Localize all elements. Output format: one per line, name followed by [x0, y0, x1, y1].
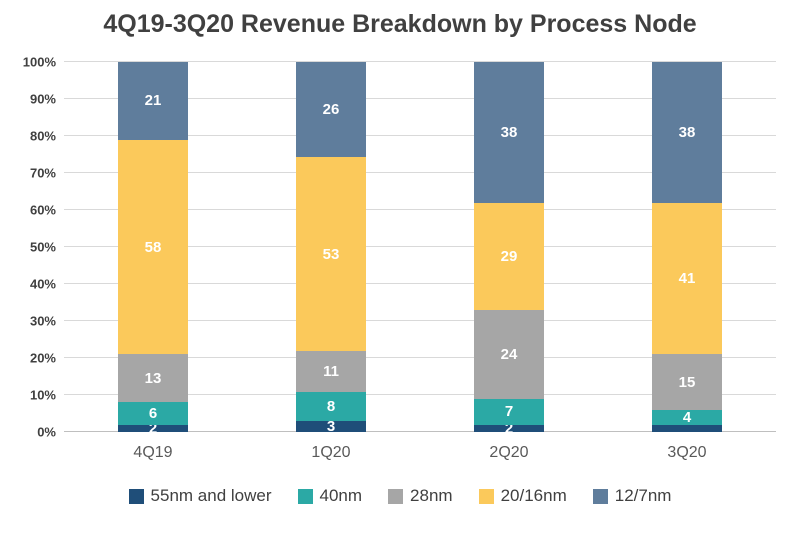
bar-segment [652, 424, 722, 432]
plot-row: 0% 10% 20% 30% 40% 50% 60% 70% 80% 90% 100% 2 6 13 58… [0, 55, 800, 440]
legend-label: 55nm and lower [150, 486, 272, 505]
gridline [64, 283, 776, 284]
bar-segment-label: 21 [144, 92, 162, 110]
y-tick-label: 100% [22, 54, 56, 70]
bar-segment-label: 26 [322, 101, 340, 119]
y-tick-label: 70% [29, 165, 56, 181]
bar-1q20: 3 8 11 53 26 [296, 62, 366, 436]
x-tick-label: 4Q19 [133, 444, 173, 461]
bar-segment-label: 6 [148, 405, 158, 423]
y-axis: 0% 10% 20% 30% 40% 50% 60% 70% 80% 90% 100% [10, 55, 64, 440]
gridline [64, 98, 776, 99]
legend-swatch-icon [128, 488, 144, 504]
bar-segment: 13 [118, 354, 188, 403]
bar-segment: 53 [296, 157, 366, 352]
bar-segment: 29 [474, 202, 544, 310]
x-tick-label: 3Q20 [667, 444, 707, 461]
bar-segment: 58 [118, 139, 188, 355]
y-tick-label: 80% [29, 128, 56, 144]
bar-segment-label: 38 [500, 123, 518, 141]
bar-segment: 21 [118, 62, 188, 140]
bar-segment-label: 8 [326, 397, 336, 415]
legend-swatch-icon [478, 488, 494, 504]
bar-segment-label: 29 [500, 247, 518, 265]
legend-item: 40nm [297, 486, 363, 506]
gridline [64, 61, 776, 62]
bar-segment-label: 58 [144, 238, 162, 256]
bar-segment-label: 24 [500, 345, 518, 363]
bar-4q19: 2 6 13 58 21 [118, 62, 188, 436]
legend-swatch-icon [388, 488, 404, 504]
x-tick-label: 1Q20 [311, 444, 351, 461]
bar-3q20: 4 15 41 38 [652, 62, 722, 432]
bar-2q20: 2 7 24 29 38 [474, 62, 544, 436]
bar-segment: 7 [474, 398, 544, 425]
bar-segment: 8 [296, 391, 366, 422]
chart-title: 4Q19-3Q20 Revenue Breakdown by Process N… [103, 10, 697, 38]
legend-label: 40nm [319, 486, 363, 505]
legend: 55nm and lower 40nm 28nm 20/16nm 12/7nm [0, 474, 800, 518]
legend-swatch-icon [297, 488, 313, 504]
gridline [64, 320, 776, 321]
legend-item: 55nm and lower [128, 486, 272, 506]
bar-segment-label: 3 [326, 418, 336, 436]
bar-segment-label: 53 [322, 245, 340, 263]
plot-area: 2 6 13 58 21 3 8 11 53 26 2 7 24 29 38 4 15 41 38 [64, 61, 776, 436]
legend-swatch-icon [592, 488, 608, 504]
bar-segment: 24 [474, 309, 544, 399]
bars: 2 6 13 58 21 3 8 11 53 26 2 7 24 29 38 4 15 41 38 [64, 62, 776, 436]
legend-label: 12/7nm [614, 486, 672, 505]
bar-segment-label: 15 [678, 373, 696, 391]
bar-segment-label: 11 [323, 363, 339, 381]
gridline [64, 135, 776, 136]
bar-segment-label: 7 [504, 403, 514, 421]
bar-segment: 38 [652, 62, 722, 203]
bar-segment: 26 [296, 62, 366, 158]
legend-item: 12/7nm [592, 486, 672, 506]
y-tick-label: 90% [29, 91, 56, 107]
y-tick-label: 10% [29, 387, 56, 403]
bar-segment: 41 [652, 202, 722, 355]
legend-item: 28nm [388, 486, 453, 506]
legend-label: 20/16nm [500, 486, 567, 505]
bar-segment-label: 38 [678, 123, 696, 141]
bar-segment: 38 [474, 62, 544, 203]
legend-item: 20/16nm [478, 486, 567, 506]
x-axis: 4Q19 1Q20 2Q20 3Q20 [64, 432, 776, 474]
y-tick-label: 30% [29, 313, 56, 329]
bar-segment-label: 4 [682, 408, 692, 426]
bar-segment: 11 [296, 351, 366, 392]
gridline [64, 172, 776, 173]
bar-segment: 3 [296, 418, 366, 436]
bar-segment: 15 [652, 354, 722, 410]
y-tick-label: 50% [29, 239, 56, 255]
y-tick-label: 20% [29, 350, 56, 366]
y-tick-label: 0% [37, 424, 56, 440]
bar-segment: 4 [652, 410, 722, 425]
y-tick-label: 40% [29, 276, 56, 292]
gridline [64, 246, 776, 247]
y-tick-label: 60% [29, 202, 56, 218]
gridline [64, 431, 776, 432]
bar-segment-label: 41 [678, 269, 696, 287]
bar-segment: 2 [118, 421, 188, 436]
legend-label: 28nm [410, 486, 453, 505]
gridline [64, 394, 776, 395]
x-tick-label: 2Q20 [489, 444, 529, 461]
gridline [64, 357, 776, 358]
bar-segment: 6 [118, 402, 188, 425]
bar-segment-label: 13 [144, 369, 162, 387]
gridline [64, 209, 776, 210]
bar-segment: 2 [474, 421, 544, 436]
